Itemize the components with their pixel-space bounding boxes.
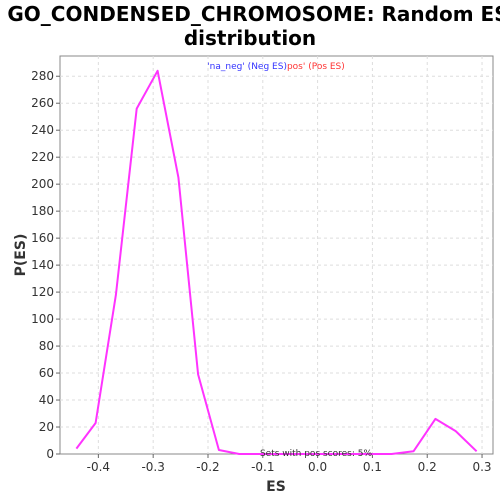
legend-entry-pos: pos' (Pos ES) <box>287 62 345 72</box>
x-tick-label: -0.2 <box>196 460 219 474</box>
y-tick-label: 220 <box>31 150 54 164</box>
y-tick-label: 240 <box>31 123 54 137</box>
chart-title-line1: GO_CONDENSED_CHROMOSOME: Random ES <box>7 2 500 26</box>
y-axis-label: P(ES) <box>13 234 29 277</box>
x-tick-label: 0.1 <box>363 460 382 474</box>
y-tick-label: 160 <box>31 231 54 245</box>
x-axis-label: ES <box>266 479 286 495</box>
y-tick-label: 40 <box>39 393 54 407</box>
x-axis-ticks: -0.4 -0.3 -0.2 -0.1 0.0 0.1 0.2 0.3 <box>87 454 492 474</box>
x-tick-label: 0.0 <box>308 460 327 474</box>
plot-area <box>59 55 494 455</box>
series-layer <box>75 69 478 455</box>
legend-entry-neg: 'na_neg' (Neg ES) <box>207 62 287 72</box>
y-tick-label: 0 <box>46 447 54 461</box>
y-tick-label: 140 <box>31 258 54 272</box>
y-tick-label: 180 <box>31 204 54 218</box>
grid <box>60 56 493 454</box>
y-tick-label: 280 <box>31 69 54 83</box>
y-tick-label: 200 <box>31 177 54 191</box>
x-tick-label: 0.2 <box>418 460 437 474</box>
y-tick-label: 260 <box>31 96 54 110</box>
y-tick-label: 60 <box>39 366 54 380</box>
y-tick-label: 20 <box>39 420 54 434</box>
chart-title-line2: distribution <box>184 26 316 50</box>
pos-scores-annotation: Sets with pos scores: 5% <box>260 449 373 459</box>
series-line <box>75 69 478 455</box>
x-tick-label: 0.3 <box>472 460 491 474</box>
x-tick-label: -0.1 <box>251 460 274 474</box>
x-tick-label: -0.4 <box>87 460 110 474</box>
y-tick-label: 80 <box>39 339 54 353</box>
y-tick-label: 120 <box>31 285 54 299</box>
y-axis-ticks: 0 20 40 60 80 100 120 140 160 180 200 220 240 260 280 <box>31 69 60 461</box>
y-tick-label: 100 <box>31 312 54 326</box>
x-tick-label: -0.3 <box>141 460 164 474</box>
legend: 'na_neg' (Neg ES)pos' (Pos ES) <box>207 62 345 72</box>
